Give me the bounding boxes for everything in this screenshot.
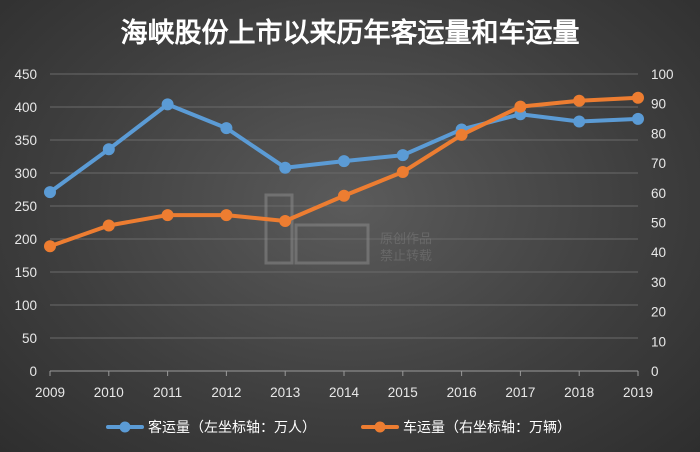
left-tick-label: 150 — [14, 265, 37, 280]
right-tick-label: 20 — [651, 305, 666, 320]
passenger-point — [220, 122, 233, 135]
watermark: 原创作品 禁止转载 — [264, 193, 432, 265]
vehicle-point — [102, 219, 115, 232]
x-tick-label: 2017 — [505, 385, 535, 400]
watermark-logo-box — [264, 193, 294, 265]
watermark-line2: 禁止转载 — [380, 249, 432, 264]
left-tick-label: 200 — [14, 232, 37, 247]
right-tick-label: 0 — [651, 364, 659, 379]
axes — [49, 370, 639, 376]
right-tick-label: 40 — [651, 245, 666, 260]
vehicle-legend-swatch-marker — [374, 421, 386, 433]
right-tick-label: 90 — [651, 97, 666, 112]
watermark-logo-inner — [294, 223, 370, 265]
right-tick-label: 80 — [651, 126, 666, 141]
watermark-line1: 原创作品 — [380, 232, 432, 247]
right-tick-label: 100 — [651, 67, 674, 82]
vehicle-point — [514, 100, 527, 113]
vehicle-point — [338, 189, 350, 202]
left-tick-label: 450 — [14, 67, 37, 82]
x-tick-label: 2019 — [623, 385, 653, 400]
left-tick-label: 50 — [22, 331, 37, 346]
left-tick-label: 250 — [14, 199, 37, 214]
x-tick-label: 2013 — [270, 385, 300, 400]
vehicle-legend-label: 车运量（右坐标轴：万辆） — [403, 419, 571, 436]
passenger-point — [279, 161, 292, 174]
x-tick-label: 2015 — [388, 385, 418, 400]
passenger-legend-label: 客运量（左坐标轴：万人） — [148, 419, 316, 436]
passenger-point — [44, 186, 56, 199]
left-axis-ticks: 0 50 100 150 200 250 300 350 400 450 — [14, 67, 37, 379]
vehicle-point — [632, 91, 644, 104]
passenger-point — [396, 149, 409, 162]
x-tick-label: 2016 — [447, 385, 477, 400]
left-tick-label: 0 — [29, 364, 37, 379]
passenger-series-line — [48, 102, 640, 195]
x-tick-label: 2010 — [94, 385, 124, 400]
x-axis-ticks: 2009 2010 2011 2012 2013 2014 2015 2016 2017 2018… — [35, 385, 653, 400]
grid-lines — [50, 73, 638, 339]
series-layer — [44, 91, 644, 253]
right-tick-label: 60 — [651, 186, 666, 201]
x-tick-label: 2009 — [35, 385, 65, 400]
x-tick-label: 2011 — [153, 385, 182, 400]
right-tick-label: 30 — [651, 275, 666, 290]
vehicle-point — [220, 209, 233, 222]
right-axis-ticks: 0 10 20 30 40 50 60 70 80 90 100 — [651, 67, 674, 379]
vehicle-point — [396, 166, 409, 179]
x-tick-label: 2018 — [564, 385, 594, 400]
vehicle-point — [455, 128, 468, 141]
vehicle-point — [161, 209, 174, 222]
right-tick-label: 10 — [651, 334, 666, 349]
passenger-point — [573, 115, 586, 128]
vehicle-point — [573, 94, 586, 107]
legend: 客运量（左坐标轴：万人） 车运量（右坐标轴：万辆） — [106, 419, 571, 436]
right-tick-label: 70 — [651, 156, 666, 171]
left-tick-label: 300 — [14, 166, 37, 181]
chart-title: 海峡股份上市以来历年客运量和车运量 — [121, 17, 580, 49]
passenger-point — [632, 112, 644, 125]
left-tick-label: 400 — [14, 100, 37, 115]
x-tick-label: 2014 — [329, 385, 360, 400]
passenger-point — [102, 143, 115, 156]
passenger-point — [338, 155, 350, 168]
vehicle-point — [44, 240, 56, 253]
passenger-legend-swatch-marker — [119, 421, 131, 433]
right-tick-label: 50 — [651, 216, 666, 231]
x-tick-label: 2012 — [211, 385, 241, 400]
left-tick-label: 350 — [14, 133, 37, 148]
vehicle-point — [279, 215, 292, 228]
left-tick-label: 100 — [14, 298, 37, 313]
passenger-point — [161, 98, 174, 111]
